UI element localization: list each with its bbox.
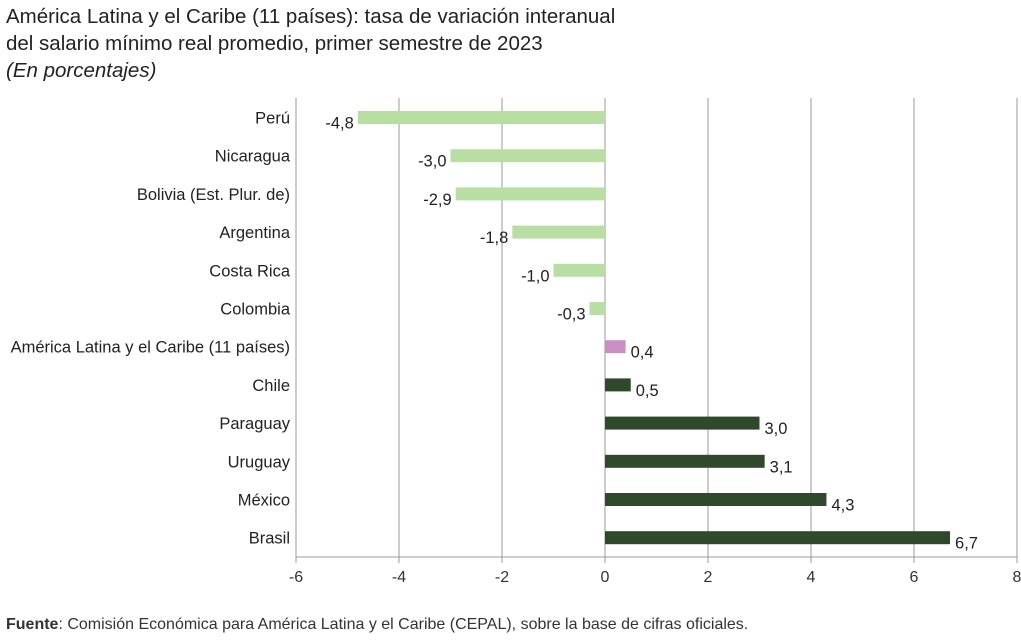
data-label: -4,8 [325,115,353,133]
category-label: Paraguay [219,415,290,433]
data-label: -1,8 [480,229,508,247]
title-line-2: del salario mínimo real promedio, primer… [6,32,543,55]
chart-subtitle: (En porcentajes) [6,59,157,82]
category-label: Brasil [249,530,290,548]
category-label: Argentina [219,224,290,242]
bar [605,378,631,392]
category-label: Nicaragua [215,148,291,166]
bar [589,302,605,315]
source-text: : Comisión Económica para América Latina… [58,616,749,633]
x-tick-label: 6 [910,569,919,586]
data-label: -1,0 [521,267,549,285]
bar [357,111,605,124]
data-label: 0,4 [631,344,654,362]
bar [605,340,626,354]
data-label: -0,3 [557,306,585,324]
x-tick-label: -2 [495,569,509,586]
bar [553,263,605,277]
category-label: Chile [252,377,290,395]
bar [605,454,765,468]
data-label: -2,9 [423,191,451,209]
x-tick-label: 0 [601,569,610,586]
data-label: 3,0 [765,420,788,438]
category-label: Perú [255,110,290,128]
bar [605,531,951,545]
category-label: México [238,492,290,510]
chart-title: América Latina y el Caribe (11 países): … [6,3,615,84]
title-line-1: América Latina y el Caribe (11 países): … [6,5,616,28]
category-label: Uruguay [228,453,291,471]
data-label: 3,1 [770,458,793,476]
x-tick-label: 4 [807,569,816,586]
category-label: América Latina y el Caribe (11 países) [11,339,290,357]
bar [455,187,605,201]
bar [512,225,605,239]
source-note: Fuente: Comisión Económica para América … [6,616,748,634]
data-label: -3,0 [418,153,446,171]
category-label: Costa Rica [209,262,291,280]
x-tick-label: -4 [392,569,406,586]
bar [605,416,760,430]
category-label: Bolivia (Est. Plur. de) [137,186,290,204]
x-tick-label: 2 [704,569,713,586]
data-label: 6,7 [955,535,978,553]
source-label: Fuente [6,616,59,633]
data-label: 0,5 [636,382,659,400]
x-tick-label: 8 [1013,569,1021,586]
bar [605,493,827,506]
data-label: 4,3 [831,497,854,515]
bar [450,149,605,163]
x-tick-label: -6 [289,569,303,586]
category-label: Colombia [220,301,291,319]
